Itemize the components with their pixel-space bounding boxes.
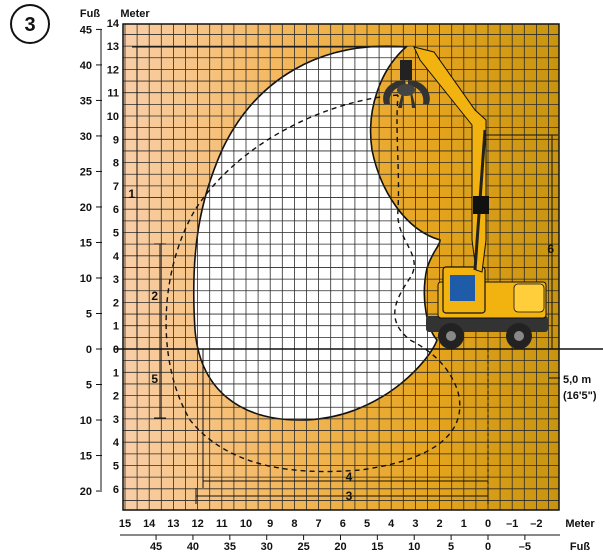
bottom-meter-tick-label: 4 (388, 518, 395, 530)
bottom-feet-tick-label: 0 (485, 541, 491, 553)
meter-tick-label: 2 (113, 391, 119, 403)
dimension-label-5: 5 (151, 372, 158, 386)
meter-tick-label: 5 (113, 461, 119, 473)
section-badge-number: 3 (24, 14, 35, 36)
bottom-feet-tick-label: 30 (261, 541, 273, 553)
meter-tick-label: 2 (113, 297, 119, 309)
base-height-imperial: (16'5") (563, 390, 597, 402)
feet-tick-label: 10 (80, 415, 92, 427)
dimension-label-3: 3 (346, 489, 353, 503)
meter-tick-label: 8 (113, 158, 119, 170)
grid-lines (123, 24, 559, 510)
bottom-meter-tick-label: 5 (364, 518, 370, 530)
feet-tick-label: 30 (80, 131, 92, 143)
feet-tick-label: 20 (80, 202, 92, 214)
bottom-meter-tick-label: 3 (412, 518, 418, 530)
meter-tick-label: 1 (113, 367, 119, 379)
meter-tick-label: 12 (107, 64, 119, 76)
meter-tick-label: 1 (113, 321, 119, 333)
meter-tick-label: 4 (113, 437, 120, 449)
left-meter-unit: Meter (120, 8, 150, 20)
bottom-meter-tick-label: 7 (316, 518, 322, 530)
bottom-meter-tick-label: 6 (340, 518, 346, 530)
dimension-label-1: 1 (128, 187, 135, 201)
bottom-feet-tick-label: 10 (408, 541, 420, 553)
bottom-meter-tick-label: 9 (267, 518, 273, 530)
bottom-meter-tick-label: 15 (119, 518, 131, 530)
meter-tick-label: 6 (113, 204, 119, 216)
bottom-meter-tick-label: 0 (485, 518, 491, 530)
bottom-feet-tick-label: 45 (150, 541, 162, 553)
bottom-feet-tick-label: 15 (371, 541, 383, 553)
bottom-meter-unit: Meter (565, 518, 595, 530)
grapple-attachment (383, 60, 430, 108)
bottom-meter-tick-label: 11 (216, 518, 228, 530)
base-height-metric: 5,0 m (563, 374, 591, 386)
bottom-feet-tick-label: 35 (224, 541, 236, 553)
meter-tick-label: 10 (107, 111, 119, 123)
dimension-lines (132, 46, 560, 504)
meter-tick-label: 14 (107, 18, 120, 30)
meter-tick-label: 7 (113, 181, 119, 193)
bottom-feet-tick-label: 5 (448, 541, 454, 553)
bottom-meter-tick-label: 2 (437, 518, 443, 530)
bottom-feet-tick-label: 25 (297, 541, 309, 553)
cat-logo (473, 196, 489, 214)
plot-frame (122, 23, 560, 511)
bottom-feet-tick-label: 40 (187, 541, 199, 553)
bottom-meter-tick-label: 10 (240, 518, 252, 530)
feet-tick-label: 5 (86, 308, 92, 320)
meter-tick-label: 4 (113, 251, 120, 263)
excavator-machine (383, 46, 548, 349)
meter-tick-label: 3 (113, 274, 119, 286)
dimension-label-2: 2 (151, 289, 158, 303)
feet-tick-label: 10 (80, 273, 92, 285)
left-feet-unit: Fuß (80, 8, 100, 20)
bottom-meter-tick-label: 8 (291, 518, 297, 530)
bottom-meter-tick-label: –1 (506, 518, 518, 530)
bottom-meter-tick-label: 14 (143, 518, 156, 530)
feet-tick-label: 25 (80, 166, 92, 178)
feet-tick-label: 45 (80, 24, 92, 36)
bottom-meter-tick-label: –2 (530, 518, 542, 530)
bottom-feet-unit: Fuß (570, 541, 590, 553)
feet-tick-label: 35 (80, 95, 92, 107)
feet-tick-label: 0 (86, 344, 92, 356)
meter-tick-label: 6 (113, 484, 119, 496)
feet-tick-label: 15 (80, 237, 92, 249)
bottom-meter-tick-label: 1 (461, 518, 467, 530)
meter-tick-label: 13 (107, 41, 119, 53)
meter-tick-label: 3 (113, 414, 119, 426)
feet-tick-label: 15 (80, 451, 92, 463)
feet-tick-label: 5 (86, 380, 92, 392)
feet-tick-label: 40 (80, 60, 92, 72)
bottom-feet-tick-label: 20 (334, 541, 346, 553)
section-badge (10, 4, 50, 44)
meter-tick-label: 0 (113, 344, 119, 356)
machine-counterweight (513, 283, 545, 313)
meter-tick-label: 9 (113, 134, 119, 146)
meter-tick-label: 5 (113, 228, 119, 240)
cab-window (450, 275, 475, 301)
machine-boom (413, 46, 487, 273)
axis-tick-labels: 1413121110987654321012345645403530252015… (80, 18, 543, 553)
meter-tick-label: 11 (107, 88, 119, 100)
dimension-label-4: 4 (346, 470, 353, 484)
feet-tick-label: 20 (80, 486, 92, 498)
reach-curve-dashed (165, 94, 461, 473)
bottom-meter-tick-label: 12 (191, 518, 203, 530)
bottom-meter-tick-label: 13 (167, 518, 179, 530)
bottom-feet-tick-label: –5 (519, 541, 531, 553)
dimension-label-6: 6 (547, 242, 554, 256)
